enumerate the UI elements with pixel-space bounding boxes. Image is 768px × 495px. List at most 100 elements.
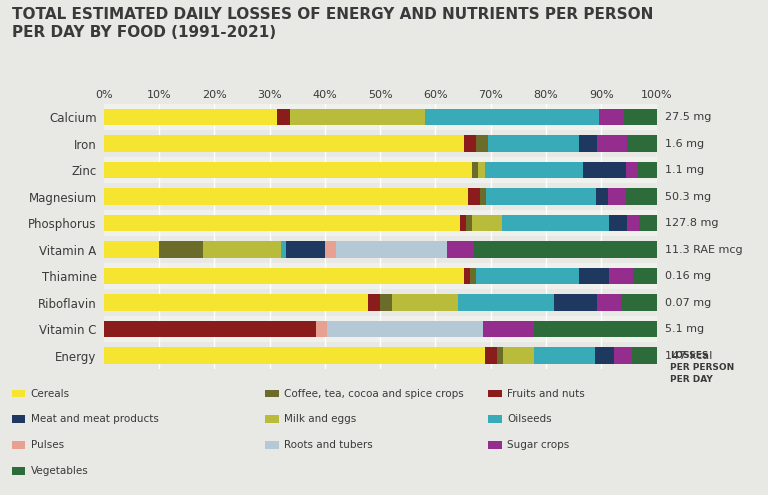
Bar (468, 189, 481, 205)
Text: 5.1 mg: 5.1 mg (665, 324, 704, 334)
Bar (104, 316, 657, 343)
Text: Fruits and nuts: Fruits and nuts (507, 389, 584, 398)
Bar (461, 215, 466, 231)
Text: Meat and meat products: Meat and meat products (31, 414, 159, 424)
Bar (472, 162, 478, 178)
Bar (104, 268, 465, 284)
Bar (465, 268, 470, 284)
Bar (280, 242, 286, 258)
Bar (104, 189, 468, 205)
Text: Pulses: Pulses (31, 440, 64, 450)
Text: 50.3 mg: 50.3 mg (665, 192, 711, 201)
Bar (425, 109, 599, 125)
Text: 127.8 mg: 127.8 mg (665, 218, 718, 228)
Bar (336, 242, 446, 258)
Text: LOSSES
PER PERSON
PER DAY: LOSSES PER PERSON PER DAY (670, 351, 735, 384)
Bar (159, 242, 204, 258)
Bar (583, 162, 626, 178)
Text: 147 kcal: 147 kcal (665, 350, 712, 360)
Bar (104, 295, 368, 311)
Bar (458, 295, 554, 311)
Text: 0.07 mg: 0.07 mg (665, 297, 711, 307)
Bar (481, 189, 486, 205)
Bar (534, 347, 595, 364)
Bar (633, 268, 657, 284)
Bar (104, 347, 485, 364)
Bar (472, 215, 502, 231)
Bar (595, 347, 614, 364)
Bar (290, 109, 425, 125)
Bar (316, 321, 327, 337)
Bar (488, 136, 578, 152)
Bar (104, 130, 657, 157)
Bar (597, 295, 621, 311)
Bar (608, 189, 626, 205)
Bar (392, 295, 458, 311)
Bar (446, 242, 474, 258)
Bar (474, 242, 657, 258)
Bar (470, 268, 476, 284)
Text: 11.3 RAE mcg: 11.3 RAE mcg (665, 245, 743, 254)
Text: Coffee, tea, cocoa and spice crops: Coffee, tea, cocoa and spice crops (284, 389, 464, 398)
Bar (554, 295, 597, 311)
Text: Sugar crops: Sugar crops (507, 440, 569, 450)
Bar (503, 347, 534, 364)
Bar (609, 215, 627, 231)
Text: Cereals: Cereals (31, 389, 70, 398)
Bar (638, 162, 657, 178)
Bar (578, 268, 608, 284)
Bar (597, 136, 627, 152)
Text: 27.5 mg: 27.5 mg (665, 112, 711, 122)
Bar (578, 136, 597, 152)
Bar (104, 343, 657, 369)
Bar (104, 236, 657, 263)
Bar (632, 347, 657, 364)
Bar (596, 189, 608, 205)
Bar (626, 189, 657, 205)
Bar (497, 347, 503, 364)
Bar (484, 321, 534, 337)
Bar (627, 215, 639, 231)
Bar (476, 268, 578, 284)
Bar (325, 242, 336, 258)
Text: Roots and tubers: Roots and tubers (284, 440, 373, 450)
Text: Oilseeds: Oilseeds (507, 414, 551, 424)
Bar (286, 242, 325, 258)
Bar (380, 295, 392, 311)
Text: Vegetables: Vegetables (31, 466, 88, 476)
Text: TOTAL ESTIMATED DAILY LOSSES OF ENERGY AND NUTRIENTS PER PERSON
PER DAY BY FOOD : TOTAL ESTIMATED DAILY LOSSES OF ENERGY A… (12, 7, 653, 41)
Bar (104, 136, 465, 152)
Text: Milk and eggs: Milk and eggs (284, 414, 356, 424)
Bar (486, 189, 596, 205)
Bar (204, 242, 280, 258)
Bar (624, 109, 657, 125)
Bar (502, 215, 609, 231)
Bar (626, 162, 638, 178)
Bar (534, 321, 657, 337)
Bar (608, 268, 633, 284)
Bar (476, 136, 488, 152)
Bar (104, 321, 316, 337)
Bar (614, 347, 632, 364)
Bar (627, 136, 657, 152)
Bar (104, 183, 657, 210)
Text: 1.6 mg: 1.6 mg (665, 139, 704, 148)
Text: 0.16 mg: 0.16 mg (665, 271, 711, 281)
Bar (621, 295, 657, 311)
Bar (104, 157, 657, 183)
Bar (104, 263, 657, 289)
Bar (104, 104, 657, 130)
Bar (104, 162, 472, 178)
Bar (104, 242, 159, 258)
Bar (327, 321, 484, 337)
Bar (104, 289, 657, 316)
Bar (104, 215, 461, 231)
Bar (277, 109, 290, 125)
Bar (104, 109, 277, 125)
Bar (485, 162, 583, 178)
Bar (104, 210, 657, 237)
Bar (485, 347, 497, 364)
Bar (639, 215, 657, 231)
Bar (465, 136, 476, 152)
Bar (599, 109, 624, 125)
